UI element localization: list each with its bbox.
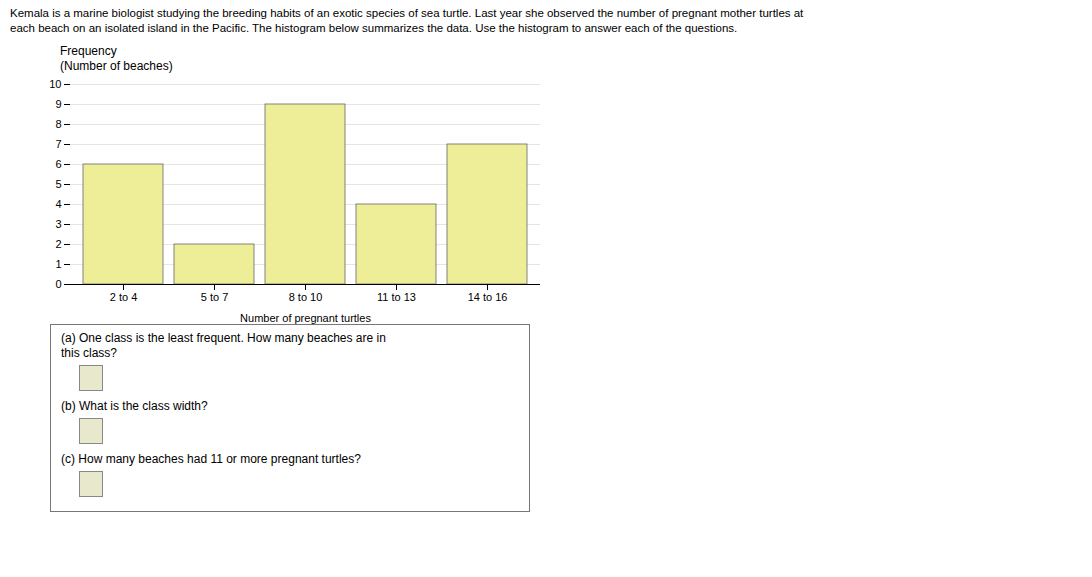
html-text:Frequency (Number of beaches): Frequency (Number of beaches) bbox=[60, 44, 173, 73]
svg-text:5: 5 bbox=[55, 178, 61, 190]
svg-text:8: 8 bbox=[55, 118, 61, 130]
svg-text:7: 7 bbox=[55, 138, 61, 150]
html-text:each beach on an isolated isla: each beach on an isolated island in the … bbox=[10, 22, 738, 34]
svg-text:2: 2 bbox=[55, 238, 61, 250]
svg-text:Number of pregnant turtles: Number of pregnant turtles bbox=[240, 312, 371, 324]
svg-text:0: 0 bbox=[55, 278, 61, 290]
svg-text:1: 1 bbox=[55, 258, 61, 270]
svg-text:2 to 4: 2 to 4 bbox=[110, 291, 138, 303]
svg-text:9: 9 bbox=[55, 98, 61, 110]
svg-text:4: 4 bbox=[55, 198, 61, 210]
html-text:Kemala is a marine biologist s: Kemala is a marine biologist studying th… bbox=[10, 7, 804, 19]
svg-text:14 to 16: 14 to 16 bbox=[468, 291, 508, 303]
svg-text:8 to 10: 8 to 10 bbox=[289, 291, 323, 303]
svg-text:6: 6 bbox=[55, 158, 61, 170]
svg-text:3: 3 bbox=[55, 218, 61, 230]
svg-text:5 to 7: 5 to 7 bbox=[201, 291, 229, 303]
html-text:(a) One class is the least fre: (a) One class is the least frequent. How… bbox=[61, 331, 386, 360]
html-text:(b) What is the class width?: (b) What is the class width? bbox=[61, 399, 208, 413]
svg-text:11 to 13: 11 to 13 bbox=[377, 291, 416, 303]
svg-text:10: 10 bbox=[49, 78, 61, 90]
html-text:(c) How many beaches had 11 or: (c) How many beaches had 11 or more preg… bbox=[61, 452, 361, 466]
